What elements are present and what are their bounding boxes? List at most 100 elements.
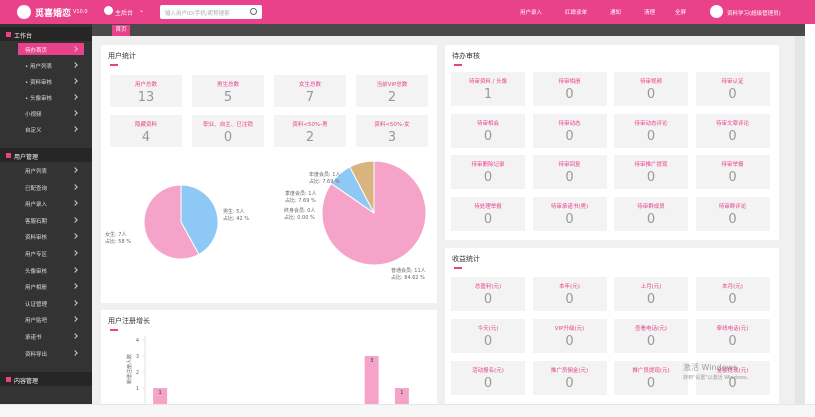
slice-share: 占比: 0.00 %: [284, 214, 315, 221]
menu-item[interactable]: 资料导出: [25, 351, 48, 358]
footer: [0, 404, 815, 417]
todo-panel: 待办审核 待审资料 / 头像 1 待审相册 0 待审视频 0 待审认证 0 待审相会 0 待审动态 0…: [445, 45, 779, 240]
user-stats-panel: 用户统计 男生: 5人 占比: 42 % 女生: 7人 占比: 58 % 普通会员: 1…: [101, 45, 437, 303]
stat-card[interactable]: 待审文章评论 0: [695, 113, 770, 148]
menu-item[interactable]: 已配查询: [25, 185, 48, 192]
section-title[interactable]: 工作台: [14, 33, 33, 40]
user-name[interactable]: 资料学习(超级管理员): [727, 11, 781, 17]
stat-card[interactable]: 待审相会 0: [451, 113, 525, 148]
card-label: 待审认证: [721, 79, 744, 85]
tab[interactable]: 首页: [112, 25, 130, 36]
card-value: 4: [141, 130, 151, 145]
stat-card[interactable]: 待审推广提现 0: [614, 155, 688, 189]
stat-card[interactable]: 资料<50%-女 3: [356, 115, 428, 147]
slice-share: 占比: 42 %: [223, 215, 249, 222]
stat-card[interactable]: 查看电话(元) 0: [614, 319, 688, 353]
stat-card[interactable]: 上月(元) 0: [614, 277, 688, 311]
stat-card[interactable]: 活动报名(元) 0: [451, 361, 525, 395]
header-action[interactable]: 用户录入: [520, 10, 543, 16]
menu-item[interactable]: 用户相册: [25, 285, 48, 292]
y-tick-label: 3: [136, 354, 139, 360]
dropdown-arrow[interactable]: ⌄: [139, 7, 145, 14]
menu-arrow: [72, 316, 78, 323]
stat-card[interactable]: 待审视频 0: [614, 72, 688, 106]
stat-card[interactable]: 待审认证 0: [695, 72, 770, 106]
menu-item[interactable]: 待办首页: [25, 48, 48, 54]
stat-card[interactable]: 待审资料 / 头像 1: [451, 72, 525, 106]
menu-item[interactable]: 用户贴吧: [25, 318, 48, 325]
section-title[interactable]: 内容管理: [14, 378, 39, 386]
stat-card[interactable]: 待审举报 0: [695, 155, 770, 189]
header-action[interactable]: 红娘谈单: [565, 10, 588, 16]
stat-card[interactable]: 当前VIP总数 2: [356, 75, 428, 107]
stat-card[interactable]: 待审群评论 0: [695, 196, 770, 231]
stat-card[interactable]: 用户总数 13: [110, 75, 182, 107]
search-icon[interactable]: [250, 8, 257, 15]
stat-card[interactable]: 总盈利(元) 0: [451, 277, 525, 311]
menu-item[interactable]: 认证管理: [25, 301, 48, 308]
stat-card[interactable]: 资料<50%-男 2: [274, 115, 346, 147]
panel-title: 用户注册增长: [108, 317, 150, 325]
stat-card[interactable]: 待审群成员 0: [614, 196, 688, 231]
header-action[interactable]: 清理: [644, 10, 656, 16]
stat-card[interactable]: 牵线电话(元) 0: [695, 319, 770, 353]
slice-label: 男生: 5人: [223, 208, 244, 215]
stat-card[interactable]: 推广员佣金(元) 0: [532, 361, 607, 395]
card-value: 2: [305, 130, 315, 145]
card-label: 今天(元): [477, 326, 499, 332]
stat-card[interactable]: 推广员提现(元) 0: [614, 361, 688, 395]
stat-card[interactable]: 女生总数 7: [274, 75, 346, 107]
card-label: 总盈利(元): [474, 284, 502, 290]
card-label: 金额提现(元): [716, 368, 749, 374]
scrollbar[interactable]: [795, 36, 805, 404]
stat-card[interactable]: 待审承诺书(男) 0: [532, 196, 607, 231]
header-action[interactable]: 全屏: [675, 10, 687, 16]
version: V10.0: [73, 9, 88, 15]
stat-card[interactable]: 待审回复 0: [532, 155, 607, 189]
stat-card[interactable]: 待审动态 0: [532, 113, 607, 148]
stat-card[interactable]: 待处理举报 0: [451, 196, 525, 231]
menu-arrow: [72, 333, 78, 339]
stat-card[interactable]: 隐藏资料 4: [110, 115, 182, 147]
section-title[interactable]: 用户管理: [14, 154, 39, 161]
stat-card[interactable]: 待审删除记录 0: [451, 155, 525, 189]
menu-item[interactable]: 用户列表: [25, 169, 48, 175]
menu-item[interactable]: 自定义: [25, 128, 42, 134]
menu-item[interactable]: 客服石期: [25, 218, 48, 225]
bar-label: 1: [400, 390, 403, 396]
stat-card[interactable]: 职业、自主、已注销 0: [192, 115, 264, 147]
menu-item[interactable]: • 用户列表: [25, 64, 52, 70]
menu-arrow: [72, 216, 78, 223]
menu-item[interactable]: 头像审核: [25, 268, 48, 275]
card-value: 0: [565, 128, 574, 144]
menu-item[interactable]: 用户录入: [25, 202, 48, 209]
card-label: 活动报名(元): [472, 368, 504, 374]
card-value: 2: [387, 90, 397, 105]
search-box[interactable]: 输入用户ID/手机/昵称搜索: [160, 5, 262, 19]
menu-item[interactable]: • 资料审核: [25, 80, 52, 86]
logo-icon: [17, 5, 31, 19]
card-label: 待审相会: [476, 120, 499, 127]
y-tick-label: 1: [136, 386, 139, 392]
menu-item[interactable]: 小视频: [25, 112, 42, 118]
card-label: 本月(元): [722, 284, 743, 290]
stat-card[interactable]: 待审相册 0: [532, 72, 607, 106]
menu-item[interactable]: 用户专区: [25, 252, 48, 258]
stat-card[interactable]: 本年(元) 0: [532, 277, 607, 311]
menu-item[interactable]: • 头像审核: [25, 96, 52, 102]
card-label: 职业、自主、已注销: [203, 122, 253, 128]
stat-card[interactable]: 男生总数 5: [192, 75, 264, 107]
menu-item[interactable]: 资料审核: [25, 235, 48, 242]
stat-card[interactable]: 待审动态评论 0: [614, 113, 688, 148]
stat-card[interactable]: VIP升级(元) 0: [532, 319, 607, 353]
panel-title: 用户统计: [108, 52, 136, 60]
stat-card[interactable]: 金额提现(元) 0: [695, 361, 770, 395]
card-label: 待审举报: [721, 162, 744, 168]
header-action[interactable]: 通知: [610, 10, 622, 16]
menu-arrow: [72, 299, 78, 306]
menu-item[interactable]: 承诺书: [25, 335, 42, 341]
stat-card[interactable]: 今天(元) 0: [451, 319, 525, 353]
avatar[interactable]: [710, 5, 723, 18]
stat-card[interactable]: 本月(元) 0: [695, 277, 770, 311]
site-switch[interactable]: 主后台: [115, 10, 134, 17]
